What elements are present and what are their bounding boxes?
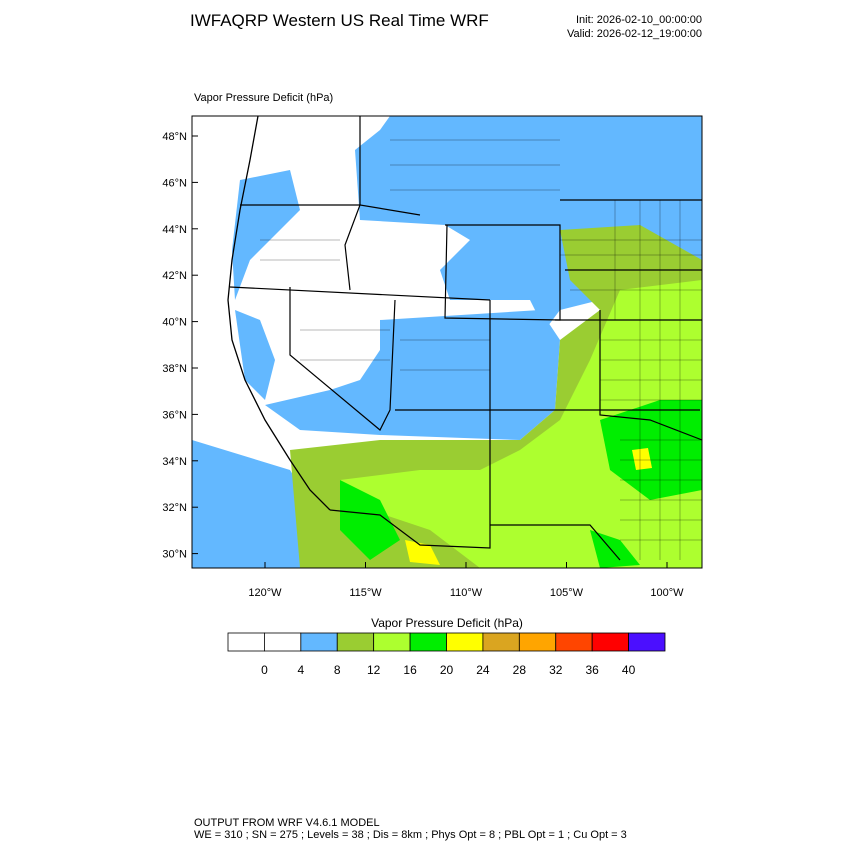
lat-tick-label: 40°N: [162, 317, 187, 329]
lat-tick-label: 36°N: [162, 409, 187, 421]
lat-tick-label: 46°N: [162, 177, 187, 189]
colorbar-label: 8: [334, 663, 341, 677]
colorbar-box: [227, 632, 265, 652]
region: [600, 400, 702, 500]
lat-tick-label: 42°N: [162, 270, 187, 282]
border: [490, 524, 621, 561]
colorbar-box: [555, 632, 593, 652]
coastline: [227, 116, 331, 511]
valid-time: Valid: 2026-02-12_19:00:00: [567, 28, 702, 40]
lat-tick-label: 44°N: [162, 224, 187, 236]
map: [192, 116, 702, 568]
footer-line: OUTPUT FROM WRF V4.6.1 MODEL: [194, 817, 380, 829]
region: [340, 280, 702, 568]
colorbar-title: Vapor Pressure Deficit (hPa): [371, 616, 523, 630]
region: [340, 480, 400, 560]
state-borders: [229, 116, 702, 561]
colorbar-label: 16: [403, 663, 417, 677]
colorbar-label: 24: [476, 663, 490, 677]
init-time: Init: 2026-02-10_00:00:00: [576, 14, 702, 26]
region: [405, 540, 440, 565]
lat-tick-label: 48°N: [162, 131, 187, 143]
region: [235, 310, 275, 400]
border: [359, 116, 421, 216]
colorbar-box: [300, 632, 338, 652]
colorbar-box: [591, 632, 629, 652]
lat-tick-label: 38°N: [162, 363, 187, 375]
lat-tick-label: 34°N: [162, 456, 187, 468]
map-title: Vapor Pressure Deficit (hPa): [194, 92, 333, 104]
title: IWFAQRP Western US Real Time WRF: [190, 11, 489, 30]
lat-tick-label: 30°N: [162, 549, 187, 561]
colorbar-box: [628, 632, 666, 652]
county-lines: [260, 139, 702, 560]
colorbar-label: 36: [585, 663, 599, 677]
lon-tick-label: 110°W: [450, 587, 483, 599]
colorbar-box: [518, 632, 557, 652]
border: [329, 410, 491, 549]
colorbar-label: 40: [622, 663, 636, 677]
footer-line: WE = 310 ; SN = 275 ; Levels = 38 ; Dis …: [194, 829, 627, 841]
border: [229, 286, 491, 301]
map-frame: [191, 115, 703, 569]
colorbar-box: [482, 632, 520, 652]
colorbar-label: 20: [440, 663, 454, 677]
colorbar-label: 12: [367, 663, 381, 677]
lon-tick-label: 115°W: [349, 587, 382, 599]
lon-tick-label: 120°W: [248, 587, 282, 599]
colorbar-box: [373, 632, 411, 652]
lon-tick-label: 105°W: [550, 587, 584, 599]
colorbar-box: [336, 632, 375, 652]
region: [232, 170, 300, 300]
colorbar-label: 0: [261, 663, 268, 677]
colorbar-label: 32: [549, 663, 563, 677]
lon-tick-label: 100°W: [650, 587, 684, 599]
colorbar-box: [264, 632, 302, 652]
colorbar-box: [409, 632, 447, 652]
colorbar-label: 4: [297, 663, 304, 677]
lat-tick-label: 32°N: [162, 502, 187, 514]
border: [289, 287, 396, 431]
border: [240, 204, 361, 291]
region: [632, 448, 652, 470]
border: [599, 310, 702, 441]
colorbar-box: [446, 632, 484, 652]
region: [265, 310, 560, 440]
colorbar-label: 28: [513, 663, 527, 677]
